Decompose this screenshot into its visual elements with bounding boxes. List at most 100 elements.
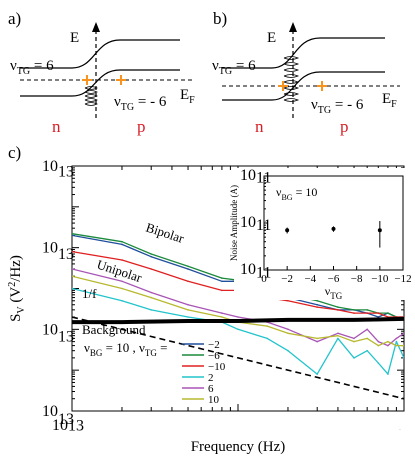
series-point-1	[72, 232, 73, 235]
series-point-3	[187, 316, 189, 318]
panel-a-nu-top: νTG = 6	[10, 58, 54, 77]
panel-b: b) E νTG = 6 νTG = - 6 EF n p	[212, 9, 400, 136]
panel-b-crossing-left	[278, 81, 288, 91]
panel-b-fermi-label: EF	[382, 91, 397, 110]
series-point-3	[316, 373, 319, 375]
inset-point	[331, 226, 336, 231]
series-point-3	[150, 309, 152, 311]
series-point-4	[337, 332, 339, 335]
series-point-0	[316, 303, 319, 306]
panel-a-tunnel-coil	[84, 86, 98, 106]
y-tick-label: 1013	[42, 240, 74, 263]
series-point-6	[287, 319, 289, 321]
panel-a-crossing-right	[116, 75, 126, 85]
series-point-2	[121, 259, 123, 261]
series-point-4	[72, 268, 73, 270]
series-point-5	[366, 337, 369, 340]
annotation-bipolar: Bipolar	[144, 220, 186, 247]
panel-c: c) 1013101310131013101310131013Frequency…	[7, 143, 412, 455]
series-point-4	[287, 328, 289, 331]
series-line-3	[72, 287, 404, 375]
panel-a-label: a)	[8, 9, 21, 28]
panel-a-n-label: n	[52, 117, 61, 136]
panel-a-nu-bottom: νTG = - 6	[114, 94, 167, 113]
series-point-4	[353, 337, 355, 340]
annotation-nu-bg: νBG = 10 , νTG =	[84, 340, 167, 358]
series-point-5	[337, 334, 339, 337]
series-point-2	[287, 300, 289, 302]
inset-x-tick-label: −2	[281, 273, 293, 285]
x-tick-label: 1013	[52, 417, 84, 434]
series-point-5	[150, 296, 152, 299]
series-point-1	[150, 253, 152, 255]
series-point-6	[121, 321, 123, 323]
inset-point	[377, 228, 382, 233]
series-point-0	[72, 234, 73, 237]
series-point-4	[403, 332, 404, 335]
inset-y-tick-label: 1011	[240, 214, 271, 234]
panel-b-energy-label: E	[267, 30, 276, 46]
series-point-2	[337, 309, 339, 311]
series-point-4	[121, 280, 123, 283]
panel-b-nu-top: νTG = 6	[212, 58, 256, 77]
series-point-1	[353, 309, 355, 311]
x-tick-label: 1013	[399, 429, 401, 431]
x-axis-label: Frequency (Hz)	[191, 439, 286, 455]
panel-a-lower-band	[20, 69, 180, 97]
panel-b-upper-band	[222, 37, 385, 69]
panel-a-upper-band	[20, 39, 180, 69]
annotation-one-over-f: 1/f	[82, 286, 97, 301]
series-point-2	[187, 280, 189, 283]
y-tick-label: 1013	[42, 321, 74, 345]
series-point-3	[366, 349, 369, 352]
inset-y-tick-label: 1011	[240, 261, 271, 282]
series-point-4	[237, 316, 239, 318]
series-point-0	[121, 243, 123, 246]
series-point-1	[121, 240, 123, 243]
inset-point	[285, 228, 290, 233]
panel-b-crossing-right	[317, 81, 327, 91]
panel-a-fermi-label: EF	[180, 87, 195, 106]
series-point-5	[266, 325, 269, 327]
series-line-7	[72, 316, 404, 400]
series-point-6	[72, 321, 73, 323]
series-point-0	[377, 316, 380, 318]
series-point-2	[150, 268, 152, 270]
series-point-4	[316, 340, 319, 343]
series-point-0	[221, 280, 223, 283]
panel-a-crossing-left	[82, 75, 92, 85]
panel-a: a) E νTG = 6 νTG = - 6 EF n p	[8, 9, 195, 136]
legend-label: −2	[208, 339, 220, 351]
panel-b-tunnel-coil	[283, 56, 300, 102]
inset-x-tick-label: −6	[328, 273, 340, 285]
series-point-3	[72, 287, 73, 290]
series-point-6	[403, 318, 404, 320]
series-point-3	[121, 300, 123, 302]
series-point-3	[403, 357, 404, 359]
inset-y-axis-label: Noise Amplitude (A)	[229, 185, 239, 261]
series-point-0	[187, 268, 189, 270]
panel-b-p-label: p	[340, 117, 349, 136]
series-point-3	[395, 340, 398, 343]
series-point-4	[387, 344, 389, 347]
series-point-5	[72, 275, 73, 277]
series-point-7	[72, 316, 73, 318]
inset-title: νBG = 10	[276, 185, 317, 202]
series-point-4	[150, 291, 152, 294]
inset-x-axis-label: νTG	[325, 284, 343, 301]
legend-label: 10	[208, 394, 220, 406]
panel-b-label: b)	[213, 9, 227, 28]
series-point-4	[377, 340, 380, 343]
series-point-5	[395, 344, 398, 347]
inset-x-tick-label: −4	[304, 273, 316, 285]
panel-a-energy-label: E	[70, 30, 79, 46]
series-point-1	[387, 312, 389, 314]
series-point-2	[72, 250, 73, 253]
series-point-3	[287, 349, 289, 352]
inset-x-tick-label: −8	[351, 273, 363, 285]
series-point-5	[387, 340, 389, 343]
series-point-7	[403, 397, 404, 400]
series-point-4	[366, 328, 369, 331]
